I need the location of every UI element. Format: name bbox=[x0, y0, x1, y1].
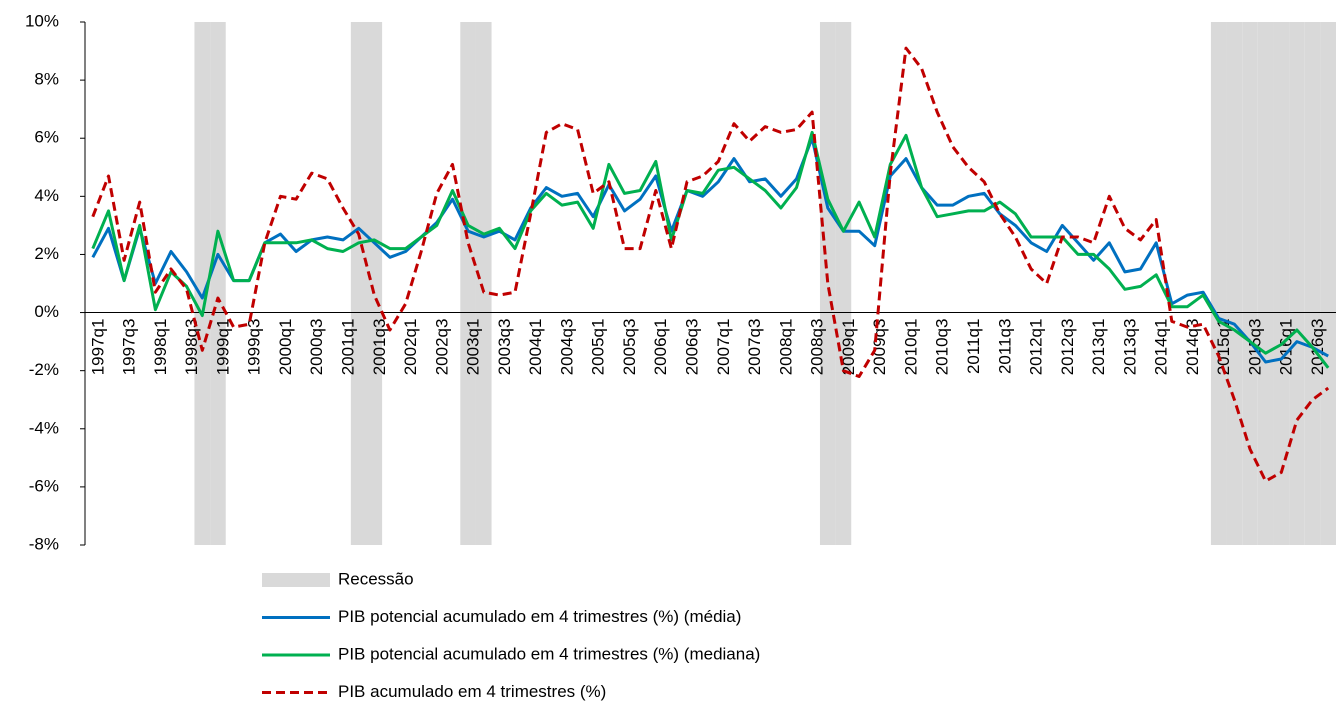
recession-band bbox=[194, 22, 211, 545]
x-tick-label: 2011q3 bbox=[995, 319, 1014, 374]
x-tick-label: 2000q3 bbox=[307, 319, 326, 376]
recession-band bbox=[1304, 22, 1321, 545]
y-tick-label: 0% bbox=[34, 302, 59, 321]
x-tick-label: 2013q3 bbox=[1120, 319, 1139, 376]
y-tick-label: -4% bbox=[29, 418, 59, 437]
x-tick-label: 2009q3 bbox=[870, 319, 889, 376]
series-line bbox=[91, 46, 1330, 483]
recession-band bbox=[819, 22, 836, 545]
x-tick-label: 2007q1 bbox=[714, 319, 733, 376]
x-tick-label: 2012q1 bbox=[1027, 319, 1046, 376]
x-tick-label: 2006q1 bbox=[651, 319, 670, 376]
recession-band bbox=[1242, 22, 1258, 545]
x-tick-label: 2000q1 bbox=[276, 319, 295, 376]
recession-band bbox=[350, 22, 367, 545]
y-tick-label: 2% bbox=[34, 244, 59, 263]
x-tick-label: 2007q3 bbox=[745, 319, 764, 376]
y-tick-label: -8% bbox=[29, 534, 59, 553]
y-tick-label: 6% bbox=[34, 128, 59, 147]
recession-band bbox=[835, 22, 852, 545]
legend-label: PIB potencial acumulado em 4 trimestres … bbox=[338, 644, 760, 663]
x-tick-label: 2016q1 bbox=[1277, 319, 1296, 376]
x-tick-label: 2002q1 bbox=[401, 319, 420, 376]
x-tick-label: 2011q1 bbox=[964, 319, 983, 374]
x-tick-label: 2003q3 bbox=[495, 319, 514, 376]
recession-band bbox=[1226, 22, 1243, 545]
legend-label: PIB acumulado em 4 trimestres (%) bbox=[338, 682, 606, 701]
recession-band bbox=[1273, 22, 1290, 545]
recession-band bbox=[366, 22, 383, 545]
x-tick-label: 1998q3 bbox=[182, 319, 201, 376]
recession-band bbox=[475, 22, 492, 545]
x-tick-label: 1998q1 bbox=[151, 319, 170, 376]
y-tick-label: -6% bbox=[29, 476, 59, 495]
recession-band bbox=[1257, 22, 1274, 545]
x-tick-label: 2002q3 bbox=[432, 319, 451, 376]
x-tick-label: 2014q3 bbox=[1183, 319, 1202, 376]
recession-band bbox=[1289, 22, 1305, 545]
series-line bbox=[91, 130, 1330, 369]
x-tick-label: 1997q3 bbox=[120, 319, 139, 376]
x-tick-label: 2005q3 bbox=[620, 319, 639, 376]
x-tick-label: 1999q1 bbox=[213, 319, 232, 376]
recession-band bbox=[460, 22, 476, 545]
x-tick-label: 2003q1 bbox=[464, 319, 483, 376]
x-tick-label: 2001q3 bbox=[370, 319, 389, 376]
x-tick-label: 2012q3 bbox=[1058, 319, 1077, 376]
series-line bbox=[91, 136, 1329, 364]
x-tick-label: 2009q1 bbox=[839, 319, 858, 376]
x-tick-label: 2008q3 bbox=[808, 319, 827, 376]
x-tick-label: 1997q1 bbox=[88, 319, 107, 376]
y-tick-label: 8% bbox=[34, 70, 59, 89]
legend-label: PIB potencial acumulado em 4 trimestres … bbox=[338, 607, 741, 626]
x-tick-label: 2008q1 bbox=[776, 319, 795, 376]
x-tick-label: 1999q3 bbox=[245, 319, 264, 376]
x-tick-label: 2005q1 bbox=[589, 319, 608, 376]
legend-label: Recessão bbox=[338, 569, 414, 588]
recession-band bbox=[210, 22, 226, 545]
y-tick-label: 10% bbox=[25, 11, 59, 30]
x-tick-label: 2010q1 bbox=[901, 319, 920, 376]
x-tick-label: 2006q3 bbox=[683, 319, 702, 376]
x-tick-label: 2001q1 bbox=[339, 319, 358, 376]
x-tick-label: 2014q1 bbox=[1152, 319, 1171, 376]
x-tick-label: 2004q1 bbox=[526, 319, 545, 376]
y-tick-label: -2% bbox=[29, 360, 59, 379]
x-tick-label: 2010q3 bbox=[933, 319, 952, 376]
y-tick-label: 4% bbox=[34, 186, 59, 205]
legend-swatch bbox=[262, 573, 330, 587]
recession-band bbox=[1320, 22, 1336, 545]
recession-band bbox=[1210, 22, 1227, 545]
x-tick-label: 2013q1 bbox=[1089, 319, 1108, 376]
x-tick-label: 2004q3 bbox=[557, 319, 576, 376]
